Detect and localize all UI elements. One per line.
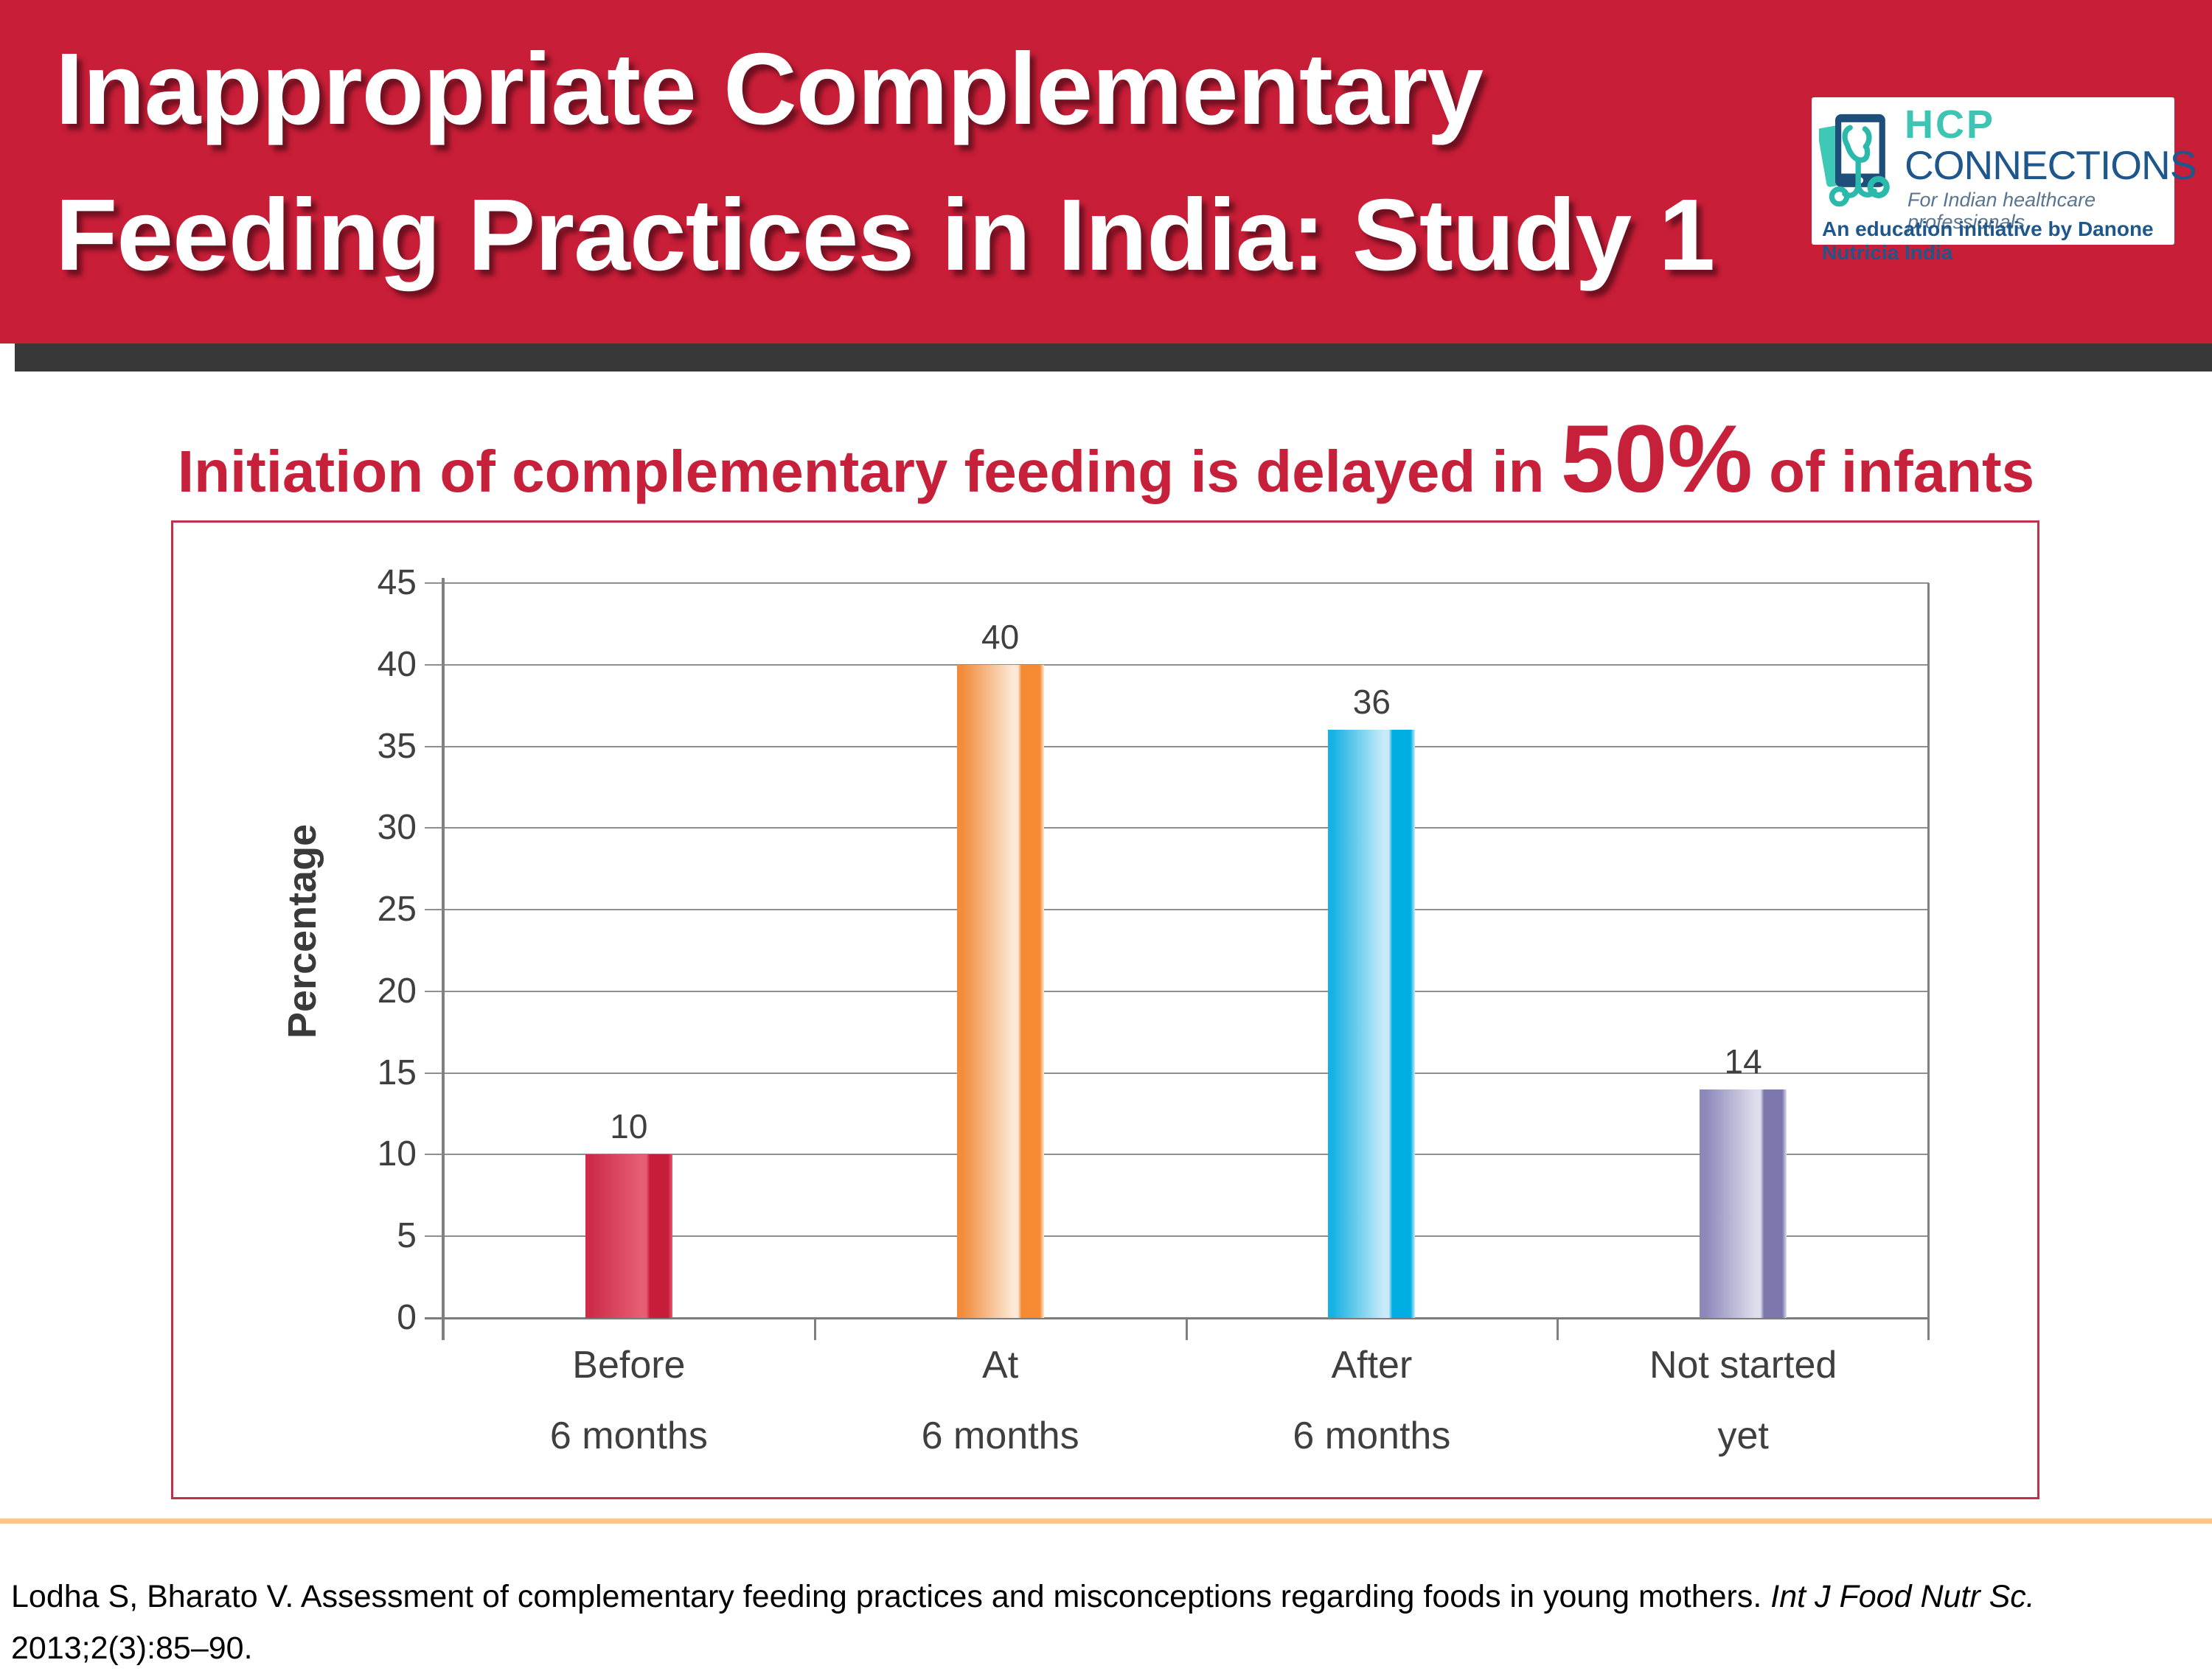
bar-before [585, 1154, 672, 1318]
x-category-line1: At [982, 1344, 1019, 1387]
x-category-label: After 6 months [1202, 1345, 1541, 1457]
x-category-label: Before 6 months [459, 1345, 799, 1457]
y-tick-30: 30 [377, 808, 417, 848]
hcp-connections-logo: HCP CONNECTIONS For Indian healthcare pr… [1812, 97, 2197, 264]
y-tick-35: 35 [377, 726, 417, 766]
y-tick-15: 15 [377, 1053, 417, 1092]
gridline-0 [425, 1317, 1929, 1319]
x-category-line2: 6 months [921, 1415, 1079, 1457]
chart-headline-suffix: of infants [1752, 439, 2035, 504]
x-category-label: At 6 months [831, 1345, 1170, 1457]
header-shadow-bar [15, 343, 2212, 372]
chart-headline: Initiation of complementary feeding is d… [0, 397, 2212, 526]
page-title-line1: Inappropriate Complementary [55, 32, 1484, 146]
bar-value-14: 14 [1724, 1042, 1762, 1081]
y-tick-10: 10 [377, 1134, 417, 1174]
y-tick-45: 45 [377, 563, 417, 602]
bar-value-36: 36 [1352, 683, 1391, 722]
x-category-line2: 6 months [1293, 1415, 1451, 1457]
x-category-line1: Not started [1649, 1344, 1837, 1387]
bar-chart: Percentage 45 40 35 30 25 20 15 10 5 0 10 Before 6 m… [171, 520, 2039, 1499]
logo-brand-bottom: CONNECTIONS [1905, 142, 2197, 188]
y-tick-25: 25 [377, 890, 417, 930]
citation-journal: Int J Food Nutr Sc. [1770, 1579, 2035, 1614]
y-tick-5: 5 [397, 1216, 417, 1256]
page-title: Inappropriate Complementary Feeding Prac… [55, 16, 1825, 308]
bar-after [1328, 730, 1416, 1318]
header-banner: Inappropriate Complementary Feeding Prac… [0, 0, 2212, 343]
gridline-15 [425, 1072, 1929, 1074]
y-tick-40: 40 [377, 644, 417, 684]
bar-value-40: 40 [981, 617, 1020, 656]
chart-headline-prefix: Initiation of complementary feeding is d… [177, 439, 1561, 504]
bar-not-started [1700, 1089, 1787, 1318]
chart-headline-highlight: 50% [1560, 405, 1753, 512]
gridline-20 [425, 990, 1929, 992]
footer-divider [0, 1518, 2212, 1524]
bar-value-10: 10 [610, 1107, 648, 1146]
tablet-stethoscope-icon [1819, 114, 1890, 207]
gridline-30 [425, 827, 1929, 829]
bar-at [956, 664, 1044, 1318]
gridline-5 [425, 1235, 1929, 1238]
gridline-40 [425, 663, 1929, 666]
gridline-35 [425, 745, 1929, 747]
citation-main: Lodha S, Bharato V. Assessment of comple… [11, 1579, 1771, 1614]
gridline-45 [425, 582, 1929, 584]
x-category-line1: After [1331, 1344, 1413, 1387]
x-category-line1: Before [572, 1344, 686, 1387]
logo-initiative: An education initiative by Danone Nutric… [1822, 217, 2154, 264]
y-tick-20: 20 [377, 971, 417, 1011]
x-category-label: Not started yet [1573, 1345, 1913, 1457]
citation: Lodha S, Bharato V. Assessment of comple… [11, 1571, 2194, 1674]
logo-brand-top: HCP [1905, 102, 1996, 147]
y-tick-0: 0 [397, 1298, 417, 1337]
x-axis-tick-2 [1185, 1318, 1188, 1340]
gridline-10 [425, 1154, 1929, 1156]
x-category-line2: 6 months [549, 1415, 708, 1457]
x-axis-tick-3 [1557, 1318, 1559, 1340]
x-category-line2: yet [1717, 1415, 1769, 1457]
x-axis-tick-1 [813, 1318, 816, 1340]
page-title-line2: Feeding Practices in India: Study 1 [55, 178, 1715, 292]
gridline-25 [425, 909, 1929, 911]
plot-right-border [1927, 583, 1930, 1340]
y-axis-line [442, 578, 445, 1340]
logo-tagline: For Indian healthcare professionals [1907, 189, 2096, 233]
citation-tail: 2013;2(3):85–90. [11, 1631, 253, 1666]
